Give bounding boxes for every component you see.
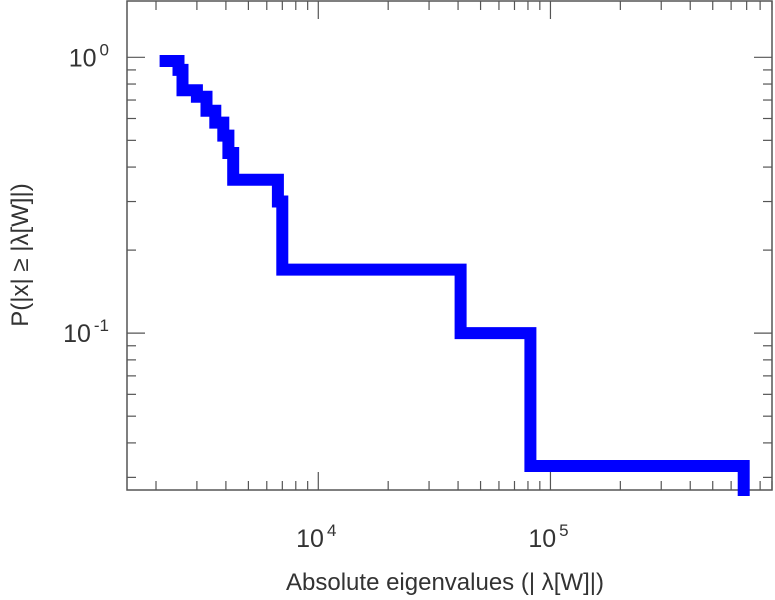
x-axis-label: Absolute eigenvalues (| λ[W]|) bbox=[286, 569, 604, 596]
x-tick-label: 10 4 bbox=[296, 521, 336, 553]
y-tick-label: 10 -1 bbox=[63, 316, 109, 348]
y-tick-label: 10 0 bbox=[69, 40, 109, 72]
plot-area-frame bbox=[126, 0, 773, 491]
minor-ticks bbox=[127, 1, 773, 490]
series-line-step bbox=[159, 55, 750, 496]
y-axis-label: P(|x| ≥ |λ[W]|) bbox=[7, 183, 34, 326]
major-ticks bbox=[127, 1, 772, 490]
x-tick-label: 10 5 bbox=[528, 521, 568, 553]
tick-labels: 10 4 10 5 10 0 10 -1 bbox=[63, 40, 569, 553]
